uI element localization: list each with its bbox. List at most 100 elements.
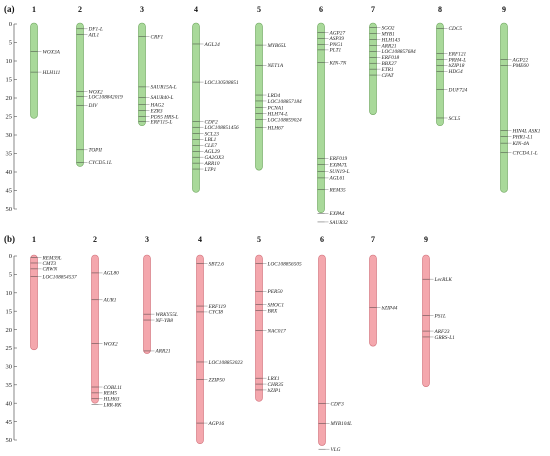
scale-tick-label: 35 [6,382,13,389]
chromosome-bar [192,22,200,193]
gene-label: MYB1 [381,31,396,37]
scale-tick-label: 0 [9,21,12,28]
chromosome-bar [196,254,204,444]
gene-label: AIL1 [88,33,100,39]
scale-tick-label: 10 [6,290,13,297]
gene-label: AGP22 [512,57,529,63]
gene-label: REM35 [329,188,347,194]
gene-label: REM39L [42,255,62,261]
gene-label: LOC108842019 [88,94,123,100]
gene-label: PLT1 [329,48,342,54]
gene-label: HLH143 [381,37,401,43]
panel-label: (b) [4,234,15,244]
gene-label: LRR-RK [103,402,122,408]
gene-label: HLH74-L [267,111,289,117]
scale-tick-label: 30 [6,132,13,139]
chromosome-5: 5 MYB65L NET1A LRD4LOC108857184PCNA1HLH74-L… [255,5,302,171]
gene-label: AGL80 [103,271,120,277]
chromosome-number: 9 [502,5,506,14]
gene-label: CRWN [43,267,58,273]
gene-label: CHR35 [268,382,284,388]
chromosome-number: 2 [78,5,82,14]
scale-tick-label: 5 [9,40,12,47]
gene-label: PCNA1 [267,105,285,111]
chromosome-number: 5 [257,235,261,244]
gene-label: ERF119 [208,304,227,310]
gene-label: VLG [331,447,341,453]
chromosome-7: 7 bZIP44 [369,235,398,347]
chromosome-number: 7 [371,235,375,244]
gene-label: AUR1 [103,298,117,304]
gene-label: HIN4L ASK1 [512,128,541,134]
scale-tick-label: 35 [6,151,13,158]
chromosome-number: 8 [438,5,442,14]
chromosome-bar [143,254,151,354]
scale-tick-label: 5 [9,272,12,279]
gene-label: bZIP44 [382,305,398,311]
gene-label: PRH4-L [448,57,467,63]
scale-tick-label: 0 [9,253,12,260]
chromosome-number: 6 [319,5,323,14]
gene-label: ERF115-L [150,119,173,125]
chromosome-1: 1 WOX3A HLH111 [30,5,61,119]
gene-label: PNG1 [329,42,344,48]
gene-label: EXPA7L [329,162,348,168]
gene-label: WOX3A [43,50,61,56]
gene-label: PME60 [512,63,530,69]
gene-label: ETR1 [381,67,394,73]
gene-label: PHR1-L1 [512,134,534,140]
gene-label: CDF2 [205,119,219,125]
chromosome-4: 4AGL24LOC130508851CDF2LOC108851456SCL23L… [192,5,239,193]
gene-label: SGO2 [382,26,395,32]
scale-tick-label: 40 [6,169,13,176]
gene-label: BBX27 [382,61,397,67]
scale-tick-label: 15 [6,308,13,315]
gene-label: CYCD5.1L [89,160,112,166]
gene-label: EZR3 [150,108,163,114]
gene-label: ERF121 [448,51,467,57]
gene-label: HDG4 [448,69,463,75]
gene-label: LOC108856505 [267,262,302,268]
gene-label: ARR21 [381,43,397,49]
chromosome-bar [255,22,263,171]
gene-label: CRF1 [151,34,164,40]
gene-label: WRKY55L [156,312,178,318]
chromosome-bar [30,254,38,351]
gene-label: KIN-4A [512,141,530,147]
scale-tick-label: 10 [6,58,13,65]
gene-label: ERF018 [381,55,400,61]
gene-label: bZIP1 [268,388,282,394]
scale-tick-label: 45 [6,419,13,426]
gene-label: HLH111 [42,70,61,76]
chromosome-bar [138,22,146,127]
gene-label: KIN-7N [329,60,347,66]
gene-label: CYCD4.1-L [513,151,538,157]
gene-label: DIV [88,103,99,109]
scale-tick-label: 20 [6,95,13,102]
gene-label: LOC130508851 [204,80,239,86]
gene-label: SHOC1 [268,302,285,308]
gene-label: LecRLK [434,277,453,283]
chromosome-number: 4 [194,5,198,14]
gene-label: LOC108859024 [267,117,302,123]
gene-label: SAUR15A-L [151,85,177,91]
gene-label: LBL1 [204,137,217,143]
gene-label: SUN19-L [330,169,350,175]
gene-label: PER50 [267,289,283,295]
gene-label: PDS5 HRS-L [150,114,179,120]
gene-label: GA2OX3 [205,155,225,161]
chromosome-bar [76,22,84,167]
gene-label: LOC108857684 [381,49,416,55]
gene-label: LTP1 [204,167,217,173]
panel: (a)051015202530354045501WOX3AHLH1112DF1-… [4,4,541,226]
chromosome-bar [30,22,38,119]
gene-label: CDF3 [331,401,345,407]
scale-tick-label: 50 [6,206,13,213]
gene-label: CYCI8 [209,310,224,316]
gene-label: LOC108851456 [204,125,239,131]
scale-tick-label: 40 [6,400,13,407]
chromosome-7: 7 SGO2MYB1HLH143ARR21LOC108857684ERF018BB… [369,5,416,115]
